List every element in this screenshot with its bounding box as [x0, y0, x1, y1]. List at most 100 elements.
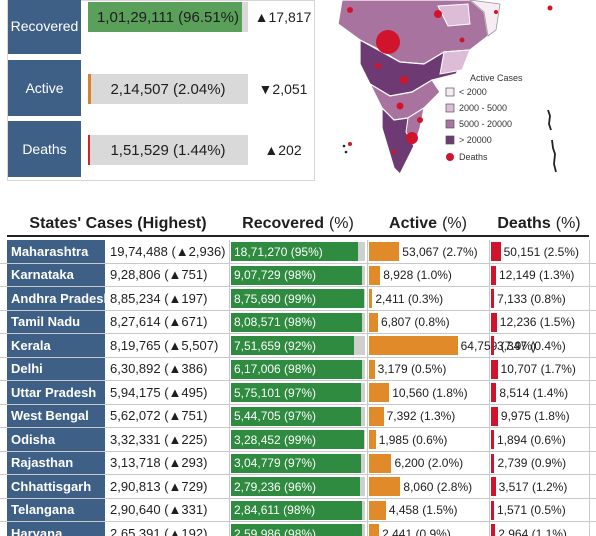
deaths-cell: 3,347 (0.4%)	[491, 336, 587, 355]
recovered-cell: 2,59,986 (98%)	[231, 524, 365, 536]
map-legend-swatch	[445, 135, 455, 145]
deaths-bar	[491, 336, 494, 355]
active-bar	[369, 359, 375, 379]
active-bar	[369, 406, 384, 426]
death-marker	[406, 132, 418, 144]
death-marker	[417, 117, 423, 123]
deaths-cell: 10,707 (1.7%)	[491, 359, 587, 379]
map-region-east-coast	[439, 49, 471, 75]
deaths-bar	[491, 359, 498, 379]
recovered-value: 3,28,452 (99%)	[234, 432, 317, 447]
header-rule	[7, 235, 589, 237]
recovered-value: 6,17,006 (98%)	[234, 362, 317, 376]
death-marker	[376, 30, 400, 54]
header-recovered: Recovered (%)	[229, 206, 367, 242]
death-marker	[347, 7, 353, 13]
active-cell: 4,458 (1.5%)	[369, 500, 487, 520]
recovered-bar	[231, 500, 363, 520]
table-row: Odisha 3,32,331 (▲225) 3,28,452 (99%) 1,985…	[0, 428, 596, 452]
active-value: 2,441 (0.9%)	[382, 526, 451, 536]
recovered-cell: 2,84,611 (98%)	[231, 500, 365, 520]
deaths-value: 8,514 (1.4%)	[499, 385, 569, 400]
active-cell: 7,392 (1.3%)	[369, 406, 487, 426]
deaths-bar	[491, 312, 497, 332]
summary-value-recovered: 1,01,29,111 (96.51%)	[96, 8, 240, 26]
active-cell: 2,441 (0.9%)	[369, 524, 487, 536]
summary-label-deaths: Deaths	[8, 121, 81, 177]
table-row: Karnataka 9,28,806 (▲751) 9,07,729 (98%) 8,…	[0, 263, 596, 287]
deaths-value: 50,151 (2.5%)	[503, 244, 579, 259]
deaths-bar	[491, 453, 495, 473]
map-legend-label: 2000 - 5000	[459, 103, 507, 113]
state-name: Telangana	[7, 498, 105, 521]
deaths-value: 12,149 (1.3%)	[499, 268, 575, 282]
deaths-cell: 2,964 (1.1%)	[491, 524, 587, 536]
active-value: 6,807 (0.8%)	[380, 315, 450, 329]
active-value: 4,458 (1.5%)	[388, 503, 458, 517]
active-bar	[369, 453, 392, 473]
state-cases: 9,28,806 (▲751)	[110, 267, 208, 283]
active-value: 8,928 (1.0%)	[383, 268, 452, 282]
summary-change-deaths: ▲202	[264, 142, 302, 158]
summary-bar-deaths: 1,51,529 (1.44%)	[88, 135, 248, 165]
recovered-bar	[231, 265, 363, 285]
column-divider	[367, 240, 368, 536]
summary-bar-recovered: 1,01,29,111 (96.51%)	[88, 2, 248, 32]
map-islands	[547, 109, 557, 173]
recovered-bar	[231, 524, 363, 536]
column-divider	[589, 240, 590, 536]
table-row: Telangana 2,90,640 (▲331) 2,84,611 (98%) 4,…	[0, 498, 596, 522]
state-cases: 5,94,175 (▲495)	[110, 384, 208, 400]
active-cell: 53,067 (2.7%)	[369, 242, 487, 261]
summary-value-active: 2,14,507 (2.04%)	[110, 80, 226, 98]
recovered-value: 3,04,779 (97%)	[234, 456, 317, 470]
map-regions	[337, 0, 557, 176]
map-region-east	[469, 0, 501, 37]
deaths-bar	[491, 289, 495, 308]
table-row: Uttar Pradesh 5,94,175 (▲495) 5,75,101 (97…	[0, 381, 596, 405]
death-marker	[547, 5, 553, 11]
map-legend-swatch	[445, 119, 455, 129]
table-row: West Bengal 5,62,072 (▲751) 5,44,705 (97%)…	[0, 404, 596, 428]
table-row: Delhi 6,30,892 (▲386) 6,17,006 (98%) 3,179 …	[0, 357, 596, 381]
state-cases: 6,30,892 (▲386)	[110, 361, 208, 377]
recovered-bar	[231, 453, 361, 473]
state-name: Haryana	[7, 522, 105, 536]
active-cell: 10,560 (1.8%)	[369, 383, 487, 402]
active-value: 7,392 (1.3%)	[386, 409, 456, 423]
state-cases: 2,90,640 (▲331)	[110, 502, 208, 518]
summary-row-active: Active 2,14,507 (2.04%) ▼2,051	[8, 60, 316, 116]
recovered-bar	[231, 336, 355, 355]
deaths-cell: 12,236 (1.5%)	[491, 312, 587, 332]
table-row: Kerala 8,19,765 (▲5,507) 7,51,659 (92%) 64,…	[0, 334, 596, 358]
recovered-cell: 3,28,452 (99%)	[231, 430, 365, 449]
deaths-cell: 1,571 (0.5%)	[491, 500, 587, 520]
active-value: 8,060 (2.8%)	[403, 479, 473, 494]
table-row: Maharashtra 19,74,488 (▲2,936) 18,71,270 (…	[0, 240, 596, 264]
active-cell: 64,759 (7.9%)	[369, 336, 536, 355]
deaths-cell: 50,151 (2.5%)	[491, 242, 587, 261]
state-cases: 3,13,718 (▲293)	[110, 455, 208, 471]
state-name: Delhi	[7, 357, 105, 380]
active-value: 2,411 (0.3%)	[375, 291, 444, 306]
active-bar	[369, 242, 400, 261]
death-marker	[400, 76, 408, 84]
active-cell: 8,060 (2.8%)	[369, 477, 487, 496]
active-cell: 2,411 (0.3%)	[369, 289, 487, 308]
state-cases: 2,90,813 (▲729)	[110, 478, 208, 494]
deaths-bar	[491, 524, 496, 536]
header-active: Active (%)	[367, 206, 489, 242]
header-states-label: States' Cases (Highest)	[29, 215, 207, 232]
recovered-value: 9,07,729 (98%)	[234, 268, 317, 282]
deaths-cell: 7,133 (0.8%)	[491, 289, 587, 308]
active-bar	[369, 500, 386, 520]
summary-row-recovered: Recovered 1,01,29,111 (96.51%) ▲17,817	[8, 0, 316, 54]
table-row: Tamil Nadu 8,27,614 (▲671) 8,08,571 (98%) 6…	[0, 310, 596, 334]
summary-panel: Recovered 1,01,29,111 (96.51%) ▲17,817 A…	[7, 0, 315, 181]
state-cases: 2,65,391 (▲192)	[110, 525, 208, 536]
active-cell: 6,200 (2.0%)	[369, 453, 487, 473]
recovered-cell: 5,44,705 (97%)	[231, 406, 365, 426]
death-marker	[459, 37, 465, 43]
summary-change-active: ▼2,051	[258, 81, 308, 97]
state-name: Karnataka	[7, 263, 105, 286]
